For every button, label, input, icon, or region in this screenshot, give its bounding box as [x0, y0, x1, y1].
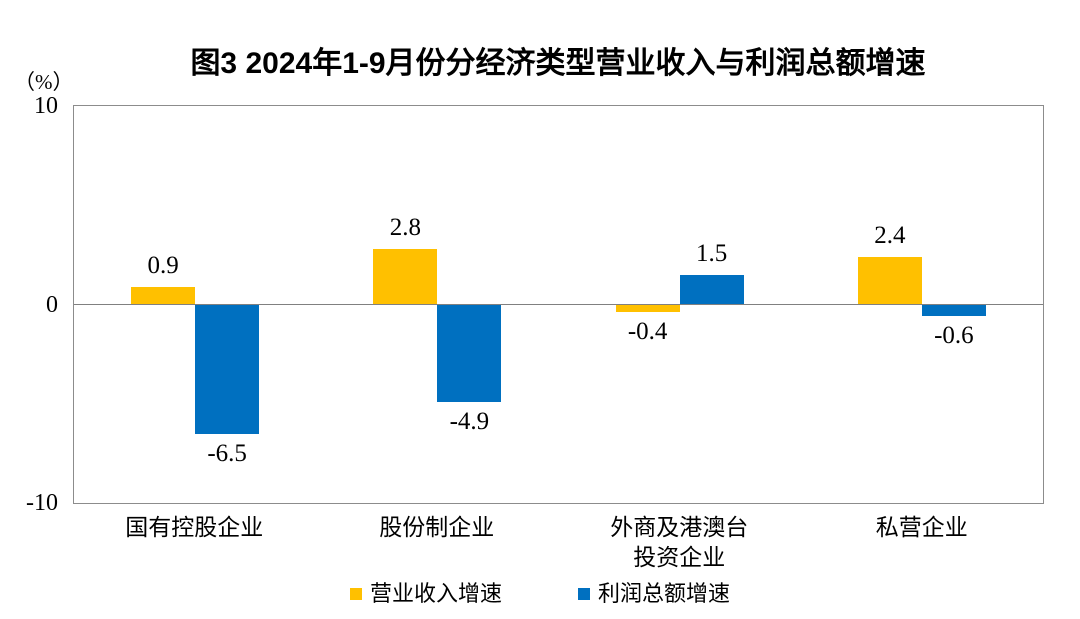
legend-item-profit-growth: 利润总额增速	[578, 581, 730, 607]
y-tick-label: 0	[46, 291, 58, 318]
y-axis-unit-label: （%）	[14, 70, 74, 94]
bar-revenue-growth	[131, 286, 196, 305]
bar-value-label: -0.4	[627, 318, 668, 346]
category-label: 外商及港澳台 投资企业	[610, 515, 749, 570]
bar-revenue-growth	[373, 248, 438, 305]
bar-profit-growth	[195, 304, 260, 434]
category-label: 股份制企业	[379, 515, 495, 540]
zero-gridline	[74, 304, 1043, 305]
legend-label: 营业收入增速	[369, 581, 502, 606]
bar-value-label: 0.9	[147, 251, 179, 279]
legend: 营业收入增速 利润总额增速	[0, 581, 1080, 607]
bar-value-label: 2.4	[874, 221, 906, 249]
bar-profit-growth	[679, 274, 744, 305]
bar-value-label: -4.9	[449, 407, 490, 435]
bar-profit-growth	[921, 304, 986, 317]
y-tick-label: -10	[26, 490, 58, 516]
bar-revenue-growth	[615, 304, 680, 313]
category-label: 私营企业	[875, 515, 968, 540]
legend-label: 利润总额增速	[598, 581, 731, 606]
chart-title: 图3 2024年1-9月份分经济类型营业收入与利润总额增速	[190, 47, 926, 80]
legend-marker-profit-growth	[578, 588, 590, 601]
bar-revenue-growth	[857, 256, 922, 305]
y-tick-label: 10	[34, 93, 58, 119]
bar-value-label: -0.6	[934, 322, 974, 350]
bar-value-label: 2.8	[389, 213, 421, 241]
x-axis-category-labels: 国有控股企业 股份制企业 外商及港澳台 投资企业 私营企业	[73, 513, 1043, 573]
plot-area: 10 0 -10 0.9 2.8 -0.4 2.4 -6.5 -4.9 1.5 -0.6	[26, 94, 1044, 515]
bar-value-label: 1.5	[696, 239, 728, 267]
bar-value-label: -6.5	[207, 439, 247, 467]
category-label: 国有控股企业	[125, 515, 264, 540]
legend-item-revenue-growth: 营业收入增速	[349, 581, 502, 607]
bar-profit-growth	[437, 304, 502, 402]
legend-marker-revenue-growth	[349, 588, 362, 601]
